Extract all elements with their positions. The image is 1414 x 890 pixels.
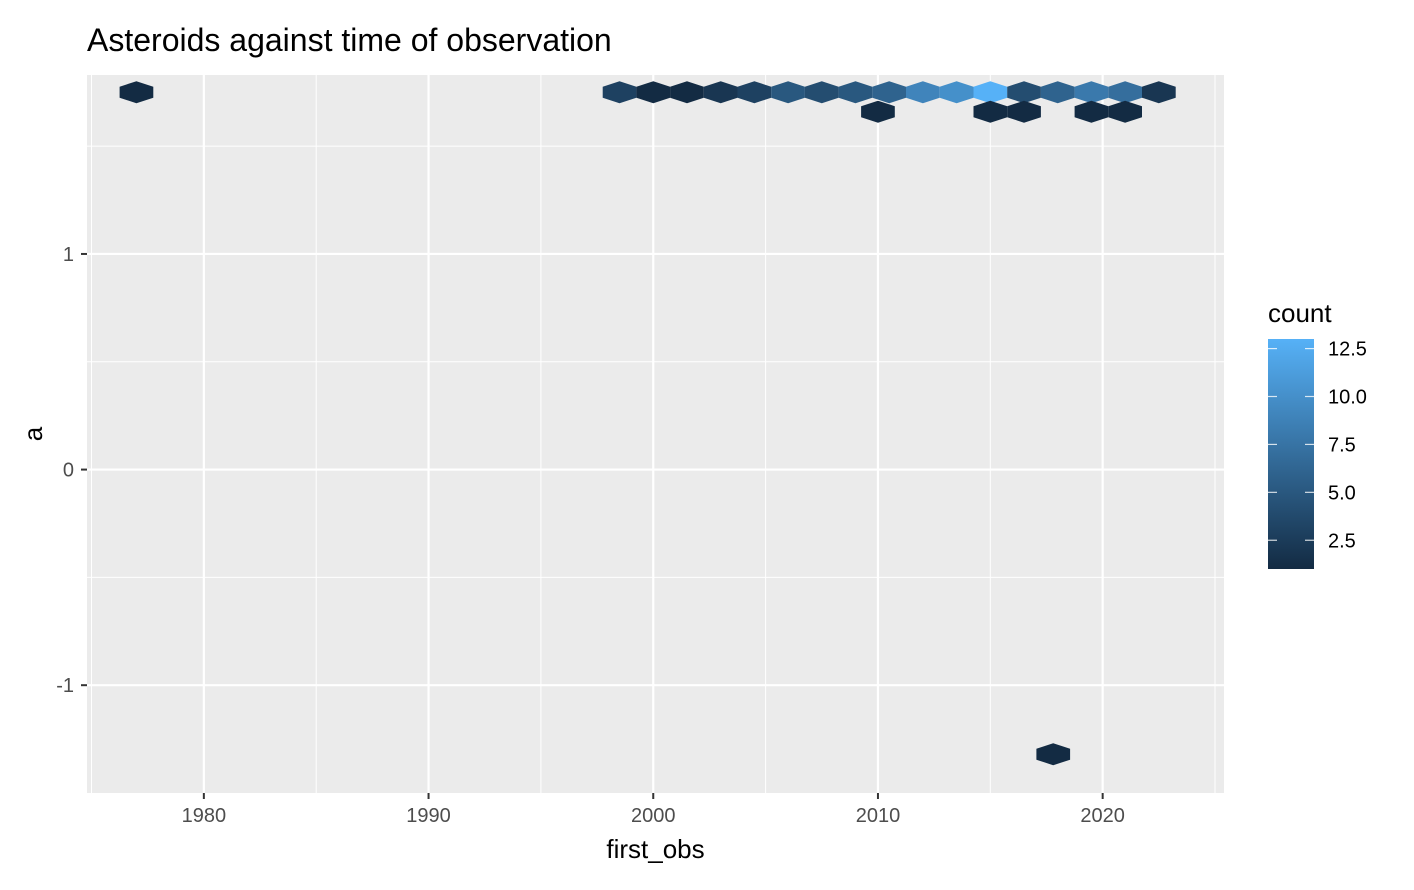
x-tick-label: 1980: [182, 805, 227, 827]
hexbin-cell: [838, 81, 873, 104]
x-tick-label: 1990: [406, 805, 451, 827]
hexbin-cell: [1142, 81, 1176, 104]
y-tick-label: 0: [63, 460, 74, 482]
hexbin-cell: [636, 81, 671, 104]
legend-colorbar: [1268, 339, 1314, 569]
plot-panel: [87, 75, 1224, 793]
y-tick-label: 1: [63, 244, 74, 266]
hexbin-cell: [119, 81, 154, 104]
legend-ticks: 2.5 5.0 7.5 10.0 12.5: [1268, 339, 1367, 552]
x-axis: 1980 1990 2000 2010 2020: [182, 793, 1125, 827]
hexbin-layer: [119, 81, 1176, 766]
hexbin-cell: [861, 100, 895, 123]
x-tick-label: 2000: [631, 805, 676, 827]
y-axis: -1 0 1: [56, 244, 87, 697]
hexbin-cell: [1108, 81, 1142, 104]
hexbin-cell: [804, 81, 839, 104]
hexbin-cell: [1108, 100, 1142, 123]
y-tick-label: -1: [56, 675, 74, 697]
legend-tick-label: 12.5: [1328, 339, 1367, 361]
minor-gridlines: [87, 75, 1224, 793]
hexbin-cell: [906, 81, 940, 104]
hexbin-cell: [973, 81, 1008, 104]
hexbin-cell: [602, 81, 637, 104]
legend-tick-label: 10.0: [1328, 387, 1367, 409]
hexbin-cell: [703, 81, 738, 104]
legend: count 2.5 5.0 7.5 10.0 12.5: [1268, 298, 1367, 569]
hexbin-cell: [1074, 81, 1109, 104]
hexbin-cell: [737, 81, 772, 104]
legend-tick-label: 2.5: [1328, 530, 1356, 552]
hexbin-cell: [670, 81, 704, 104]
major-gridlines: [87, 75, 1224, 793]
legend-tick-label: 5.0: [1328, 482, 1356, 504]
y-axis-label: a: [18, 426, 48, 441]
hexbin-cell: [1036, 743, 1071, 766]
hexbin-cell: [872, 81, 906, 104]
legend-title: count: [1268, 298, 1332, 328]
legend-tick-label: 7.5: [1328, 434, 1356, 456]
x-axis-label: first_obs: [606, 834, 704, 864]
hexbin-cell: [939, 81, 974, 104]
hexbin-cell: [973, 100, 1008, 123]
x-tick-label: 2020: [1080, 805, 1125, 827]
hexbin-cell: [1074, 100, 1109, 123]
x-tick-label: 2010: [856, 805, 901, 827]
hexbin-cell: [1007, 81, 1041, 104]
hexbin-cell: [1007, 100, 1041, 123]
hexbin-cell: [771, 81, 805, 104]
hexbin-cell: [1040, 81, 1075, 104]
chart-title: Asteroids against time of observation: [87, 22, 612, 58]
